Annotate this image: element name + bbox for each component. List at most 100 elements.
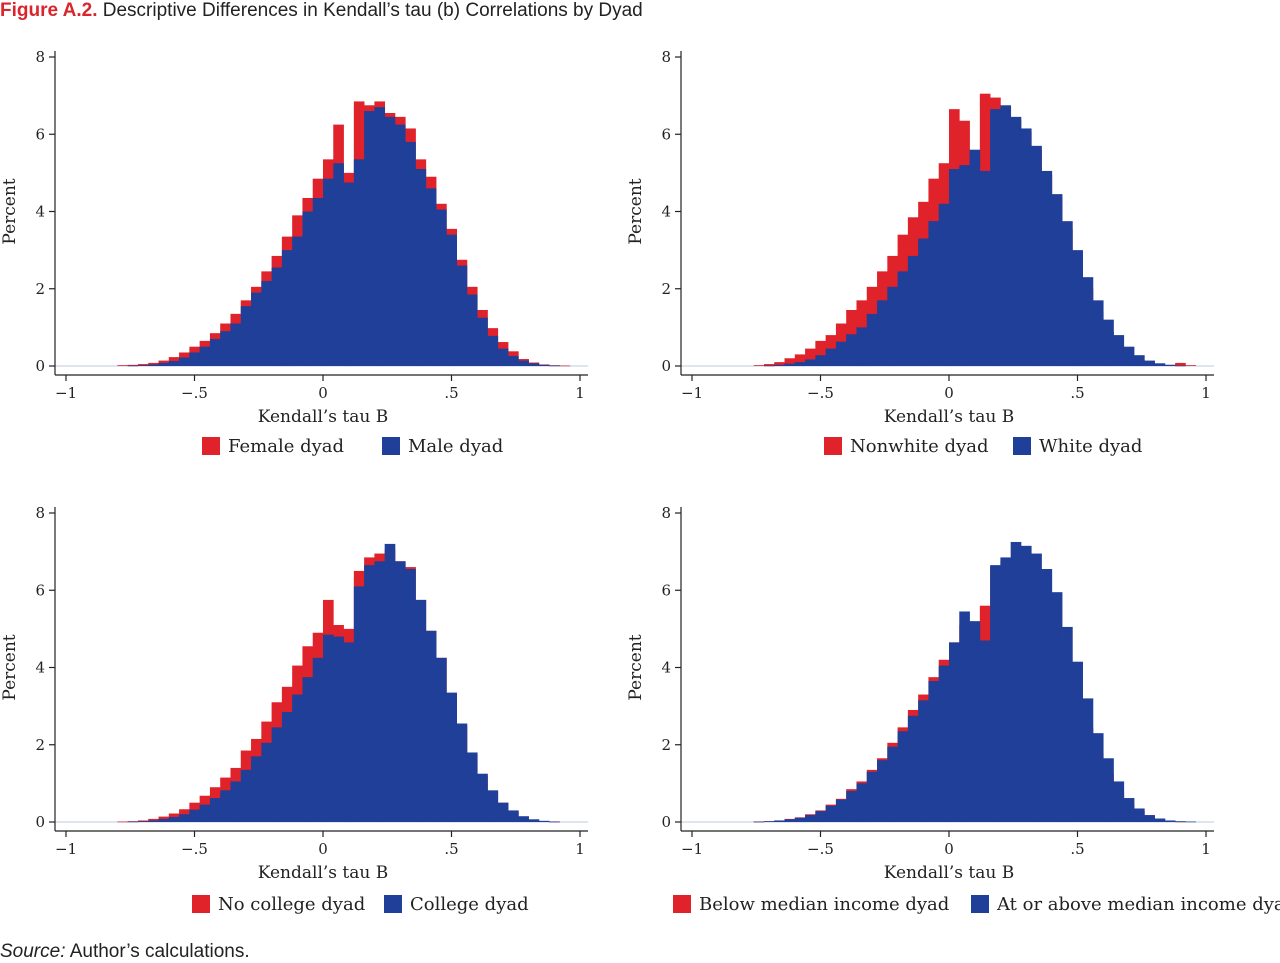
figure-label: Figure A.2. — [0, 0, 98, 21]
x-tick-label: .5 — [1070, 384, 1084, 402]
series-blue — [763, 105, 1186, 367]
bar — [897, 731, 909, 822]
histogram-panel-3: 0 2 4 6 8 −1 −.5 0 .5 1 Kendall’s tau B Percent No c… — [0, 504, 588, 915]
bar — [230, 781, 242, 822]
bar — [220, 331, 231, 366]
x-tick-label: 0 — [944, 384, 954, 402]
bar — [1175, 362, 1186, 366]
bar — [959, 165, 970, 366]
bar — [866, 771, 878, 822]
x-tick-label: 1 — [575, 384, 585, 402]
bar — [364, 565, 375, 822]
bar — [949, 169, 960, 366]
bar — [137, 364, 149, 366]
bar — [559, 365, 571, 367]
bar — [1164, 364, 1176, 366]
bar — [1000, 105, 1012, 366]
bar — [825, 348, 837, 366]
bar — [487, 335, 499, 366]
x-tick-label: 1 — [1201, 384, 1211, 402]
y-axis-label: Percent — [0, 634, 20, 700]
bar — [1154, 363, 1166, 366]
bar — [1103, 319, 1114, 366]
bar — [497, 348, 509, 366]
legend-swatch — [192, 895, 210, 913]
bar — [835, 799, 847, 822]
bar — [436, 657, 447, 822]
x-tick-label: −1 — [55, 840, 77, 858]
bar — [240, 769, 252, 822]
bar — [261, 281, 272, 366]
x-tick-label: −.5 — [181, 840, 208, 858]
bar — [179, 814, 190, 822]
legend-label: White dyad — [1039, 436, 1142, 457]
bar — [918, 700, 929, 822]
y-tick-label: 8 — [35, 504, 45, 522]
bar — [815, 355, 826, 366]
y-tick-label: 8 — [661, 48, 671, 66]
bar — [784, 819, 796, 822]
legend-swatch — [673, 895, 691, 913]
bar — [928, 681, 940, 822]
bar — [815, 811, 826, 822]
source-note: Source: Author’s calculations. — [0, 941, 250, 963]
bar — [969, 149, 981, 366]
bar — [1051, 194, 1063, 366]
bar — [887, 746, 898, 822]
bar — [1010, 541, 1022, 822]
bar — [271, 727, 283, 822]
bar — [1134, 808, 1145, 822]
bar — [877, 760, 888, 822]
y-tick-label: 2 — [35, 280, 45, 298]
bar — [1164, 820, 1176, 822]
y-tick-label: 2 — [661, 280, 671, 298]
bar — [394, 124, 406, 366]
bar — [137, 365, 149, 366]
bar — [753, 365, 765, 366]
figure-title: Figure A.2. Descriptive Differences in K… — [0, 0, 643, 22]
x-axis-label: Kendall’s tau B — [258, 407, 389, 427]
legend-label: Below median income dyad — [699, 894, 949, 915]
bar — [1031, 145, 1042, 366]
bar — [405, 141, 416, 366]
legend: No college dyad College dyad — [192, 894, 529, 915]
bar — [805, 815, 816, 822]
legend: Nonwhite dyad White dyad — [824, 436, 1142, 457]
bar — [866, 313, 878, 366]
bar — [209, 338, 221, 366]
bar — [405, 569, 416, 822]
legend-swatch — [971, 895, 989, 913]
bar — [805, 348, 816, 366]
bar — [189, 352, 200, 366]
bar — [784, 358, 796, 366]
legend-swatch — [1013, 437, 1031, 455]
bar — [877, 300, 888, 366]
bar — [549, 365, 560, 367]
bar — [508, 355, 519, 366]
bar — [446, 692, 457, 822]
x-tick-label: −.5 — [807, 840, 834, 858]
x-tick-label: −.5 — [807, 384, 834, 402]
bar — [959, 611, 970, 822]
bar — [1072, 250, 1083, 367]
bar — [528, 819, 540, 822]
bar — [477, 773, 488, 822]
y-tick-label: 8 — [35, 48, 45, 66]
bar — [220, 790, 231, 822]
bar — [1031, 553, 1042, 822]
bar — [938, 203, 950, 366]
y-tick-label: 4 — [35, 659, 45, 677]
bar — [897, 271, 909, 366]
legend-swatch — [824, 437, 842, 455]
bar — [497, 802, 509, 822]
bar — [763, 821, 775, 822]
series-blue — [753, 541, 1197, 823]
legend-label: No college dyad — [218, 894, 365, 915]
bar — [1000, 557, 1012, 822]
bar — [979, 640, 991, 822]
bar — [887, 286, 898, 366]
bar — [794, 354, 806, 366]
bar — [148, 818, 159, 822]
bar — [856, 327, 868, 367]
bar — [425, 630, 437, 822]
